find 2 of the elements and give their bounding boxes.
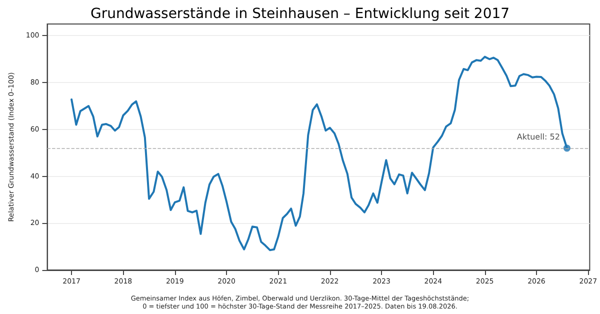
annotation: Aktuell: 52 — [516, 132, 560, 142]
chart-title: Grundwasserstände in Steinhausen – Entwicklung seit 2017 — [90, 6, 510, 22]
